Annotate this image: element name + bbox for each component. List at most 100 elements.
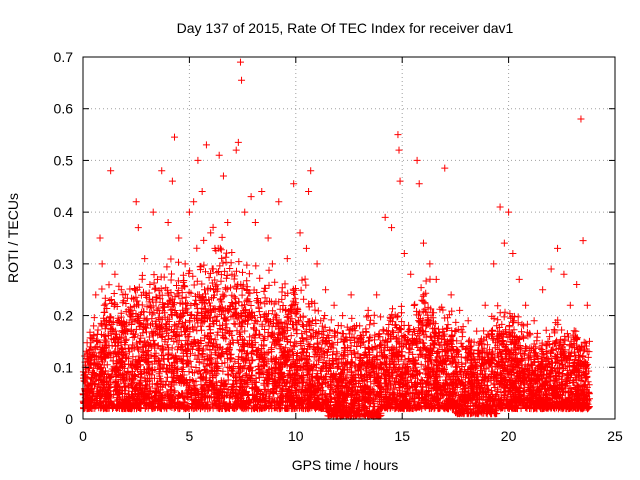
data-point: [539, 286, 547, 294]
data-point: [207, 229, 215, 237]
data-point: [122, 353, 130, 361]
data-point: [264, 234, 272, 242]
plot-frame: [82, 56, 616, 420]
data-point: [175, 234, 183, 242]
data-point: [456, 306, 464, 314]
x-tick-label: 15: [394, 428, 410, 444]
data-point: [396, 177, 404, 185]
data-point: [168, 177, 176, 185]
data-point: [296, 229, 304, 237]
data-point: [530, 317, 538, 325]
y-tick-label: 0.2: [54, 308, 74, 324]
data-point: [219, 172, 227, 180]
data-point: [181, 260, 189, 268]
data-point: [228, 270, 236, 278]
data-point: [490, 260, 498, 268]
data-point: [302, 244, 310, 252]
data-point: [224, 218, 232, 226]
data-point: [432, 275, 440, 283]
data-point: [268, 260, 276, 268]
data-point: [290, 180, 298, 188]
data-point: [407, 270, 415, 278]
y-tick-label: 0.5: [54, 152, 74, 168]
data-point: [85, 389, 93, 397]
data-point: [473, 327, 481, 335]
data-point: [111, 270, 119, 278]
data-point: [515, 275, 523, 283]
data-point: [132, 198, 140, 206]
data-point: [500, 239, 508, 247]
dense-points-layer: [79, 223, 593, 420]
data-point: [117, 286, 125, 294]
data-point: [96, 234, 104, 242]
y-tick-label: 0.4: [54, 204, 74, 220]
data-point: [185, 208, 193, 216]
y-tick-label: 0.1: [54, 359, 74, 375]
data-point: [128, 306, 136, 314]
data-point: [134, 224, 142, 232]
data-point: [560, 270, 568, 278]
data-point: [241, 208, 249, 216]
data-point: [92, 291, 100, 299]
x-tick-label: 0: [79, 428, 87, 444]
data-point: [194, 156, 202, 164]
data-point: [307, 167, 315, 175]
data-point: [171, 133, 179, 141]
data-point: [394, 131, 402, 139]
data-point: [547, 265, 555, 273]
data-point: [258, 187, 266, 195]
x-tick-label: 25: [607, 428, 623, 444]
data-point: [464, 317, 472, 325]
data-point: [83, 374, 91, 382]
data-point: [381, 213, 389, 221]
data-point: [577, 115, 585, 123]
data-point: [426, 260, 434, 268]
data-point: [441, 164, 449, 172]
data-point: [509, 250, 517, 258]
data-point: [395, 146, 403, 154]
data-point: [583, 301, 591, 309]
data-point: [90, 322, 98, 330]
data-point: [305, 187, 313, 195]
ticks-layer: 0 5 10 15 20 25 0 0.1 0.2 0.3 0.4 0.5 0.6 0.7: [54, 49, 623, 444]
dense-point-cloud: [79, 223, 593, 420]
data-point: [236, 58, 244, 66]
data-point: [149, 208, 157, 216]
data-point: [234, 138, 242, 146]
data-point: [573, 281, 581, 289]
chart-title: Day 137 of 2015, Rate Of TEC Index for r…: [177, 20, 514, 36]
data-point: [100, 301, 108, 309]
x-tick-label: 20: [501, 428, 517, 444]
data-point: [153, 275, 161, 283]
y-tick-label: 0.7: [54, 49, 74, 65]
data-point: [415, 180, 423, 188]
data-point: [198, 187, 206, 195]
data-point: [322, 286, 330, 294]
data-point: [238, 76, 246, 84]
data-point: [364, 306, 372, 314]
data-point: [356, 322, 364, 330]
data-point: [98, 260, 106, 268]
data-point: [251, 218, 259, 226]
data-point: [247, 193, 255, 201]
data-point: [164, 218, 172, 226]
data-point: [313, 260, 321, 268]
x-tick-label: 10: [288, 428, 304, 444]
y-axis-label: ROTI / TECUs: [5, 193, 21, 283]
data-point: [330, 301, 338, 309]
data-point: [505, 208, 513, 216]
data-point: [347, 291, 355, 299]
y-tick-label: 0.6: [54, 101, 74, 117]
x-tick-label: 5: [186, 428, 194, 444]
data-point: [275, 198, 283, 206]
data-point: [579, 237, 587, 245]
data-point: [158, 167, 166, 175]
data-point: [283, 255, 291, 263]
data-point: [202, 141, 210, 149]
data-point: [80, 399, 88, 407]
data-point: [190, 198, 198, 206]
data-point: [496, 203, 504, 211]
data-point: [400, 250, 408, 258]
data-point: [388, 224, 396, 232]
